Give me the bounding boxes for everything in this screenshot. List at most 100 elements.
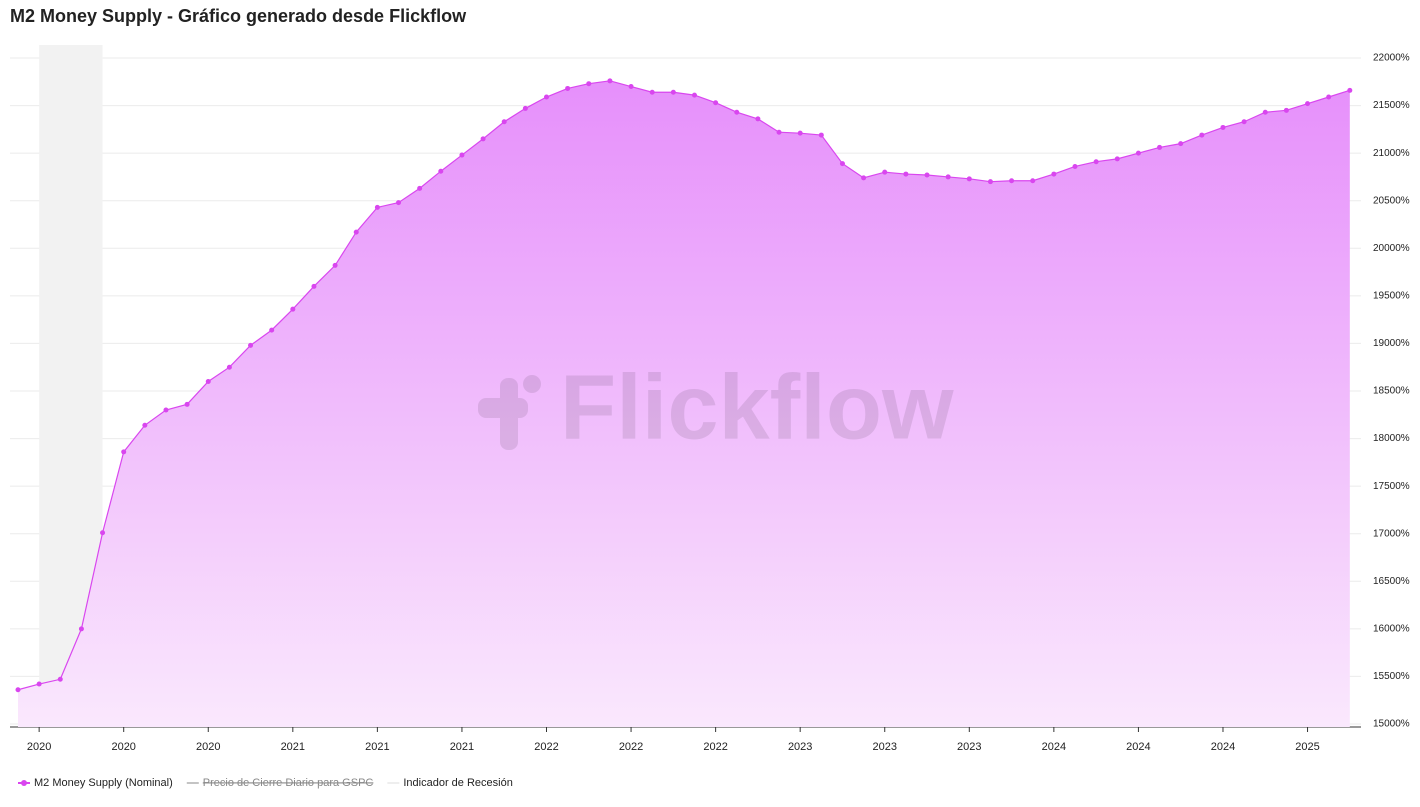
data-point: [226, 364, 232, 370]
data-point: [1093, 159, 1099, 165]
data-point: [861, 175, 867, 181]
data-point: [839, 161, 845, 167]
data-point: [924, 172, 930, 178]
y-tick-label: 21000%: [1373, 148, 1410, 159]
x-tick-label: 2020: [196, 741, 220, 753]
data-point: [163, 407, 169, 413]
y-tick-label: 21500%: [1373, 100, 1410, 111]
data-point: [311, 283, 317, 289]
data-point: [1157, 144, 1163, 150]
y-tick-label: 19000%: [1373, 338, 1410, 349]
y-tick-label: 15500%: [1373, 671, 1410, 682]
data-point: [1009, 178, 1015, 184]
y-tick-label: 17000%: [1373, 528, 1410, 539]
data-point: [628, 84, 634, 90]
data-point: [1220, 124, 1226, 130]
data-point: [1030, 178, 1036, 184]
x-tick-label: 2024: [1042, 741, 1066, 753]
y-tick-label: 20000%: [1373, 243, 1410, 254]
y-tick-label: 20500%: [1373, 195, 1410, 206]
data-point: [1199, 132, 1205, 138]
data-point: [1326, 94, 1332, 100]
data-point: [396, 200, 402, 206]
data-point: [797, 130, 803, 136]
legend-label[interactable]: Indicador de Recesión: [403, 777, 512, 789]
data-point: [818, 132, 824, 138]
x-tick-label: 2022: [703, 741, 727, 753]
data-point: [248, 342, 254, 348]
data-point: [353, 229, 359, 235]
data-point: [374, 204, 380, 210]
watermark: Flickflow: [478, 356, 954, 458]
y-tick-label: 17500%: [1373, 481, 1410, 492]
data-point: [269, 327, 275, 333]
data-point: [649, 89, 655, 95]
data-point: [734, 109, 740, 115]
data-point: [290, 306, 296, 312]
x-tick-label: 2025: [1295, 741, 1319, 753]
data-point: [57, 676, 63, 682]
data-point: [15, 687, 21, 693]
y-tick-label: 19500%: [1373, 290, 1410, 301]
y-tick-label: 16500%: [1373, 576, 1410, 587]
data-point: [142, 422, 148, 428]
data-point: [565, 85, 571, 91]
x-tick-label: 2021: [281, 741, 305, 753]
x-tick-label: 2024: [1126, 741, 1150, 753]
y-tick-label: 18000%: [1373, 433, 1410, 444]
data-point: [776, 129, 782, 135]
x-tick-label: 2023: [872, 741, 896, 753]
data-point: [1178, 141, 1184, 147]
x-tick-label: 2021: [450, 741, 474, 753]
y-tick-label: 22000%: [1373, 53, 1410, 64]
data-point: [903, 171, 909, 177]
x-tick-label: 2022: [534, 741, 558, 753]
data-point: [755, 116, 761, 122]
area-fill: [18, 80, 1350, 727]
data-point: [1283, 107, 1289, 113]
data-point: [36, 681, 42, 687]
data-point: [987, 179, 993, 185]
data-point: [1347, 87, 1353, 93]
data-point: [670, 89, 676, 95]
data-point: [480, 136, 486, 142]
data-point: [713, 100, 719, 106]
data-point: [121, 449, 127, 455]
data-point: [607, 78, 613, 84]
legend-label[interactable]: Precio de Cierre Diario para GSPC: [203, 777, 374, 789]
x-tick-label: 2023: [957, 741, 981, 753]
x-tick-label: 2020: [111, 741, 135, 753]
data-point: [1072, 163, 1078, 169]
data-point: [417, 185, 423, 191]
data-point: [1305, 101, 1311, 107]
data-point: [945, 174, 951, 180]
data-point: [1135, 150, 1141, 156]
x-tick-label: 2021: [365, 741, 389, 753]
data-point: [1114, 156, 1120, 162]
data-point: [691, 92, 697, 98]
legend-label[interactable]: M2 Money Supply (Nominal): [34, 777, 173, 789]
y-tick-label: 18500%: [1373, 386, 1410, 397]
data-point: [1262, 109, 1268, 115]
data-point: [1241, 119, 1247, 125]
x-tick-label: 2023: [788, 741, 812, 753]
data-point: [501, 119, 507, 125]
data-point: [78, 626, 84, 632]
x-tick-label: 2022: [619, 741, 643, 753]
data-point: [205, 378, 211, 384]
y-tick-label: 16000%: [1373, 623, 1410, 634]
y-tick-label: 15000%: [1373, 719, 1410, 730]
data-point: [438, 168, 444, 174]
data-point: [544, 94, 549, 100]
data-point: [459, 152, 465, 158]
data-point: [522, 105, 528, 111]
x-tick-label: 2024: [1211, 741, 1235, 753]
x-tick-label: 2020: [27, 741, 51, 753]
data-point: [100, 530, 106, 536]
data-point: [966, 176, 972, 182]
legend-marker: [21, 780, 27, 786]
chart-title: M2 Money Supply - Gráfico generado desde…: [10, 6, 467, 26]
data-point: [586, 81, 592, 87]
